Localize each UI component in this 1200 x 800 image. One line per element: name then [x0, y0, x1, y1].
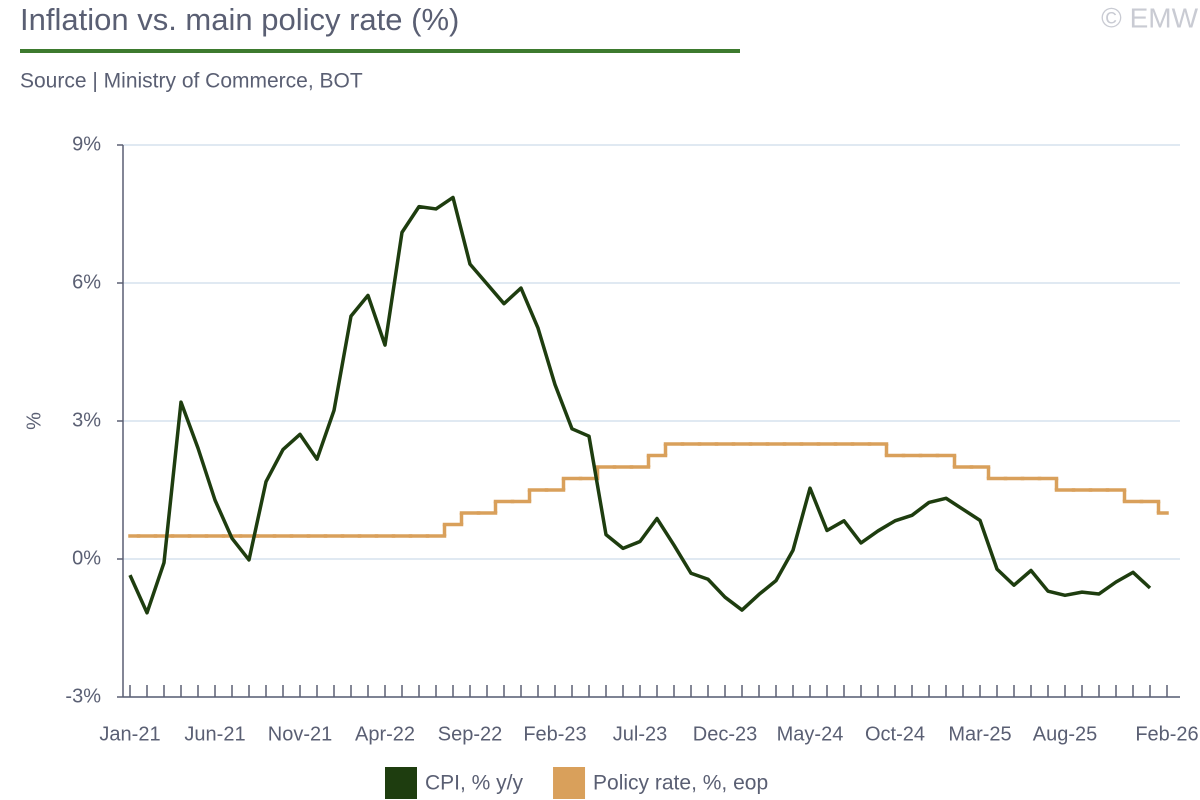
y-axis-label: % — [23, 412, 45, 430]
chart-title: Inflation vs. main policy rate (%) — [20, 2, 459, 37]
y-tick-label: -3% — [65, 685, 101, 707]
legend-label: CPI, % y/y — [425, 772, 524, 795]
x-tick-label: May-24 — [777, 723, 844, 745]
y-tick-label: 0% — [72, 547, 101, 569]
x-tick-label: Dec-23 — [693, 723, 757, 745]
x-tick-label: Oct-24 — [865, 723, 925, 745]
x-tick-label: Apr-22 — [355, 723, 415, 745]
x-tick-label: Jul-23 — [613, 723, 667, 745]
x-tick-label: Jun-21 — [184, 723, 245, 745]
y-tick-label: 9% — [72, 133, 101, 155]
legend-swatch — [553, 767, 586, 799]
legend-label: Policy rate, %, eop — [593, 772, 768, 795]
watermark: © EMW — [1101, 2, 1198, 33]
x-tick-label: Feb-26 — [1135, 723, 1198, 745]
x-tick-label: Jan-21 — [99, 723, 160, 745]
x-tick-label: Nov-21 — [268, 723, 332, 745]
y-tick-label: 3% — [72, 409, 101, 431]
x-tick-label: Mar-25 — [948, 723, 1011, 745]
x-tick-label: Sep-22 — [438, 723, 503, 745]
y-tick-label: 6% — [72, 271, 101, 293]
legend-swatch — [385, 767, 417, 799]
x-tick-label: Feb-23 — [523, 723, 586, 745]
x-tick-label: Aug-25 — [1033, 723, 1098, 745]
series-line — [128, 195, 1152, 615]
subtitle: Source | Ministry of Commerce, BOT — [20, 70, 363, 93]
